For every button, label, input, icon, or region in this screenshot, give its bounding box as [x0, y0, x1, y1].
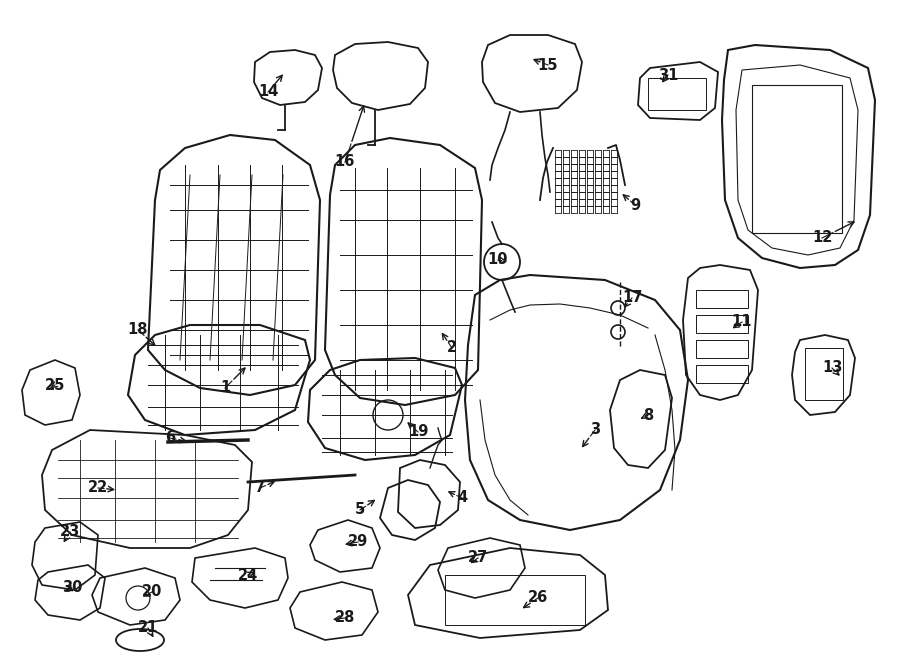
Text: 1: 1: [220, 381, 230, 395]
Text: 21: 21: [138, 621, 158, 635]
Text: 7: 7: [255, 481, 266, 496]
Bar: [696, 340, 748, 358]
Text: 29: 29: [348, 535, 368, 549]
Text: 28: 28: [335, 611, 356, 625]
Text: 23: 23: [60, 524, 80, 539]
Text: 27: 27: [468, 551, 488, 566]
Text: 16: 16: [335, 155, 356, 169]
Bar: [696, 315, 748, 333]
Text: 19: 19: [408, 424, 428, 440]
Text: 10: 10: [488, 253, 508, 268]
Bar: [696, 290, 748, 308]
Bar: [445, 575, 585, 625]
Text: 30: 30: [62, 580, 82, 596]
Text: 13: 13: [822, 360, 842, 375]
Text: 8: 8: [643, 407, 653, 422]
Bar: [696, 365, 748, 383]
Text: 24: 24: [238, 568, 258, 582]
Text: 17: 17: [622, 290, 643, 305]
Bar: [805, 348, 843, 400]
Text: 2: 2: [447, 340, 457, 356]
Text: 18: 18: [128, 323, 148, 338]
Text: 11: 11: [732, 315, 752, 329]
Text: 6: 6: [165, 430, 176, 446]
Text: 22: 22: [88, 481, 108, 496]
Text: 25: 25: [45, 377, 65, 393]
Text: 26: 26: [528, 590, 548, 605]
Bar: [752, 85, 842, 233]
Text: 31: 31: [658, 67, 679, 83]
Text: 5: 5: [355, 502, 365, 518]
Text: 4: 4: [457, 490, 467, 506]
Text: 9: 9: [630, 198, 640, 212]
Text: 12: 12: [812, 231, 833, 245]
Text: 15: 15: [538, 58, 558, 73]
Text: 14: 14: [257, 85, 278, 100]
Bar: [648, 78, 706, 110]
Text: 3: 3: [590, 422, 600, 438]
Text: 20: 20: [142, 584, 162, 600]
